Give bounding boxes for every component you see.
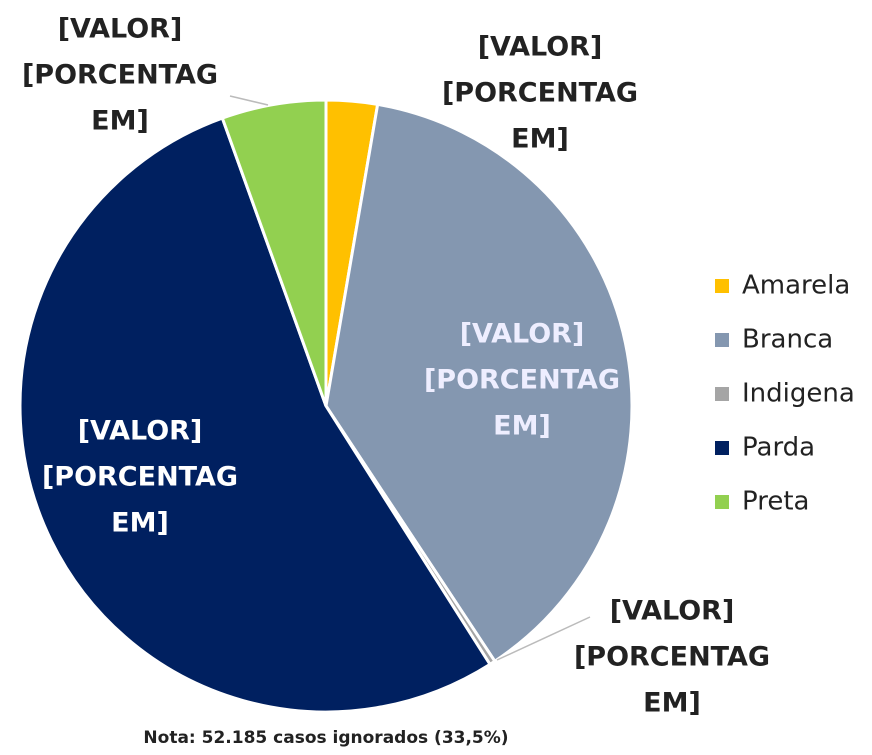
data-label: [VALOR]: [78, 416, 203, 447]
data-label: [VALOR]: [478, 32, 603, 63]
legend-label: Preta: [742, 487, 809, 517]
legend-swatch: [715, 441, 729, 455]
legend-label: Amarela: [742, 271, 850, 301]
legend-swatch: [715, 333, 729, 347]
legend-label: Parda: [742, 433, 815, 463]
pie-slice: [220, 98, 328, 407]
data-label: [VALOR]: [460, 319, 585, 350]
legend-swatch: [715, 279, 729, 293]
note: Nota: 52.185 casos ignorados (33,5%): [143, 728, 508, 748]
data-label: EM]: [91, 106, 149, 137]
data-label: EM]: [511, 124, 569, 155]
data-label: EM]: [111, 508, 169, 539]
legend-label: Branca: [742, 325, 833, 355]
data-label: EM]: [493, 411, 551, 442]
data-label: [PORCENTAG: [424, 365, 620, 396]
legend-swatch: [715, 495, 729, 509]
data-label: [VALOR]: [58, 14, 183, 45]
data-label: [VALOR]: [610, 596, 735, 627]
pie-slice: [18, 116, 493, 714]
leader-line: [496, 616, 591, 661]
pie-slice: [324, 102, 634, 664]
data-label: [PORCENTAG: [442, 78, 638, 109]
data-label: EM]: [643, 688, 701, 719]
leader-line: [229, 95, 269, 106]
legend-swatch: [715, 387, 729, 401]
data-label: [PORCENTAG: [574, 642, 770, 673]
data-label: [PORCENTAG: [22, 60, 218, 91]
data-label: [PORCENTAG: [42, 462, 238, 493]
legend-label: Indigena: [742, 379, 855, 409]
